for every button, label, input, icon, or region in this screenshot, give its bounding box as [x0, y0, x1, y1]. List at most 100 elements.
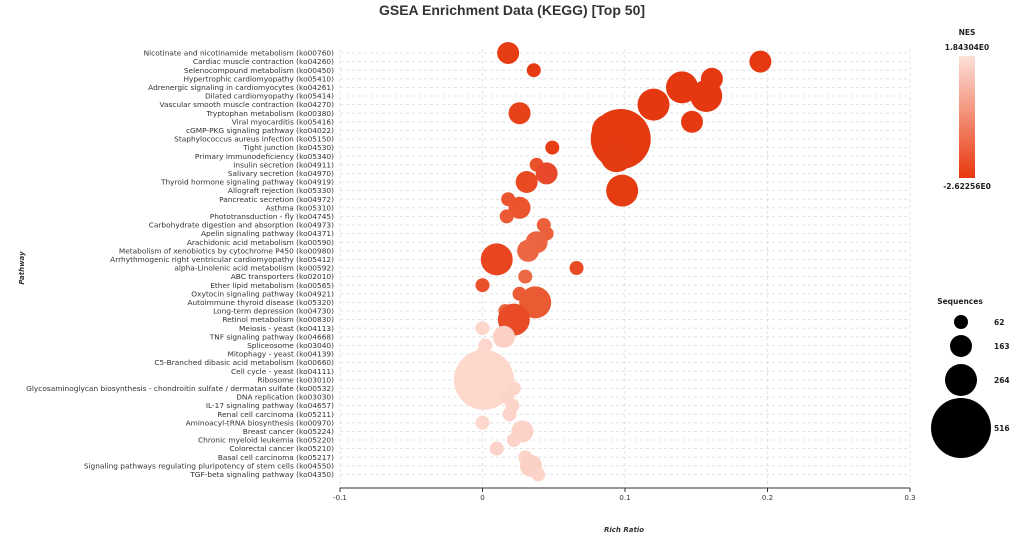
chart-title: GSEA Enrichment Data (KEGG) [Top 50] [379, 2, 645, 18]
bubble-point [545, 140, 560, 155]
pathway-tick-label: Spliceosome (ko03040) [247, 341, 334, 350]
size-legend-label: 264 [994, 376, 1010, 385]
x-tick-label: -0.1 [333, 494, 347, 502]
pathway-tick-label: cGMP-PKG signaling pathway (ko04022) [186, 126, 334, 135]
bubble-point [453, 349, 514, 410]
nes-color-legend: NES 1.84304E0 -2.62256E0 [943, 28, 991, 191]
pathway-tick-label: Salivary secretion (ko04970) [228, 169, 334, 178]
size-legend-circle [954, 315, 968, 329]
pathway-tick-label: Colorectal cancer (ko05210) [229, 444, 334, 453]
pathway-tick-label: Allograft rejection (ko05330) [228, 186, 334, 195]
bubble-point [475, 321, 490, 336]
bubble-point [600, 140, 633, 173]
bubble-point [531, 467, 546, 482]
bubble-point [690, 80, 723, 112]
nes-legend-max-label: 1.84304E0 [945, 43, 990, 52]
bubble-point [489, 441, 504, 456]
pathway-tick-label: ABC transporters (ko02010) [231, 272, 334, 281]
pathway-tick-label: Signaling pathways regulating pluripoten… [84, 461, 334, 470]
pathway-tick-label: Asthma (ko05310) [266, 203, 334, 212]
bubble-point [535, 162, 558, 185]
x-tick-label: 0 [480, 494, 484, 502]
bubble-point [637, 88, 670, 121]
pathway-tick-label: Selenocompound metabolism (ko00450) [184, 66, 334, 75]
pathway-tick-label: Glycosaminoglycan biosynthesis - chondro… [26, 384, 334, 393]
size-legend-circle [950, 335, 972, 357]
pathway-tick-label: Ether lipid metabolism (ko00565) [210, 281, 334, 290]
pathway-tick-label: Vascular smooth muscle contraction (ko04… [160, 100, 335, 109]
pathway-tick-label: Long-term depression (ko04730) [213, 307, 334, 316]
grid [339, 49, 911, 488]
pathway-tick-label: Dilated cardiomyopathy (ko05414) [205, 92, 334, 101]
pathway-tick-label: Primary immunodeficiency (ko05340) [195, 152, 334, 161]
bubble-point [606, 174, 639, 207]
pathway-tick-label: Ribosome (ko03010) [257, 375, 334, 384]
pathway-tick-label: Metabolism of xenobiotics by cytochrome … [119, 246, 334, 255]
pathway-tick-label: TNF signaling pathway (ko04668) [209, 332, 334, 341]
pathway-tick-label: C5-Branched dibasic acid metabolism (ko0… [154, 358, 334, 367]
pathway-tick-label: Carbohydrate digestion and absorption (k… [149, 221, 334, 230]
pathway-tick-label: Autoimmune thyroid disease (ko05320) [187, 298, 334, 307]
bubble-point [518, 269, 533, 284]
bubble-point [480, 243, 513, 276]
pathway-tick-label: Basal cell carcinoma (ko05217) [218, 453, 334, 462]
pathway-tick-label: Viral myocarditis (ko05416) [232, 117, 334, 126]
size-legend-circle [945, 364, 977, 396]
pathway-tick-label: Nicotinate and nicotinamide metabolism (… [144, 49, 335, 58]
bubble-point [508, 102, 531, 125]
pathway-tick-label: Aminoacyl-tRNA biosynthesis (ko00970) [186, 418, 335, 427]
pathway-tick-label: Breast cancer (ko05224) [243, 427, 334, 436]
pathway-tick-label: TGF-beta signaling pathway (ko04350) [189, 470, 334, 479]
pathway-tick-label: Arrhythmogenic right ventricular cardiom… [110, 255, 334, 264]
pathway-tick-label: Meiosis - yeast (ko04113) [239, 324, 334, 333]
bubble-point [517, 239, 540, 262]
size-legend-label: 516 [994, 424, 1010, 433]
size-legend-label: 163 [994, 342, 1010, 351]
pathway-tick-label: Tryptophan metabolism (ko00380) [205, 109, 334, 118]
pathway-tick-label: Staphylococcus aureus infection (ko05150… [174, 135, 334, 144]
pathway-tick-label: Cell cycle - yeast (ko04111) [231, 367, 334, 376]
sequences-legend-title: Sequences [937, 297, 983, 306]
bubble-point [497, 42, 520, 64]
pathway-tick-label: Thyroid hormone signaling pathway (ko049… [160, 178, 334, 187]
pathway-tick-label: Oxytocin signaling pathway (ko04921) [191, 289, 334, 298]
pathway-tick-label: Tight junction (ko04530) [242, 143, 334, 152]
bubble-point [515, 171, 538, 193]
size-legend-label: 62 [994, 318, 1004, 327]
x-tick-label: 0.3 [904, 494, 915, 502]
pathway-tick-label: Adrenergic signaling in cardiomyocytes (… [148, 83, 334, 92]
pathway-tick-label: Chronic myeloid leukemia (ko05220) [198, 436, 334, 445]
bubble-point [569, 261, 584, 275]
pathway-tick-label: Arachidonic acid metabolism (ko00590) [187, 238, 334, 247]
bubble-point [475, 278, 490, 293]
pathway-tick-label: Hypertrophic cardiomyopathy (ko05410) [183, 74, 334, 83]
bubble-point [475, 415, 490, 430]
pathway-tick-label: Apelin signaling pathway (ko04371) [201, 229, 334, 238]
x-tick-label: 0.1 [619, 494, 630, 502]
pathway-tick-label: Insulin secretion (ko04911) [233, 160, 334, 169]
size-legend-circle [931, 398, 991, 458]
nes-gradient-bar [959, 56, 975, 178]
x-axis-label: Rich Ratio [604, 526, 644, 534]
nes-legend-title: NES [959, 28, 976, 37]
pathway-tick-label: Renal cell carcinoma (ko05211) [217, 410, 334, 419]
pathway-tick-label: alpha-Linolenic acid metabolism (ko00592… [174, 264, 334, 273]
pathway-tick-label: Cardiac muscle contraction (ko04260) [193, 57, 334, 66]
bubble-point [519, 286, 552, 319]
pathway-tick-label: DNA replication (ko03030) [236, 393, 334, 402]
pathway-tick-label: Mitophagy - yeast (ko04139) [227, 350, 334, 359]
bubble-point [502, 407, 517, 422]
sequences-size-legend: Sequences 62 163 264 516 [931, 297, 1010, 458]
y-axis-label: Pathway [18, 251, 26, 285]
bubble-point [666, 71, 698, 104]
bubble-point [526, 63, 541, 78]
pathway-tick-labels: Nicotinate and nicotinamide metabolism (… [26, 49, 334, 479]
pathway-tick-label: IL-17 signaling pathway (ko04657) [206, 401, 334, 410]
x-tick-label: 0.2 [762, 494, 773, 502]
bubble-point [492, 325, 515, 348]
x-axis: -0.1 0 0.1 0.2 0.3 [333, 487, 916, 502]
pathway-tick-label: Phototransduction - fly (ko04745) [210, 212, 334, 221]
pathway-tick-label: Retinol metabolism (ko00830) [222, 315, 334, 324]
pathway-tick-label: Pancreatic secretion (ko04972) [219, 195, 334, 204]
